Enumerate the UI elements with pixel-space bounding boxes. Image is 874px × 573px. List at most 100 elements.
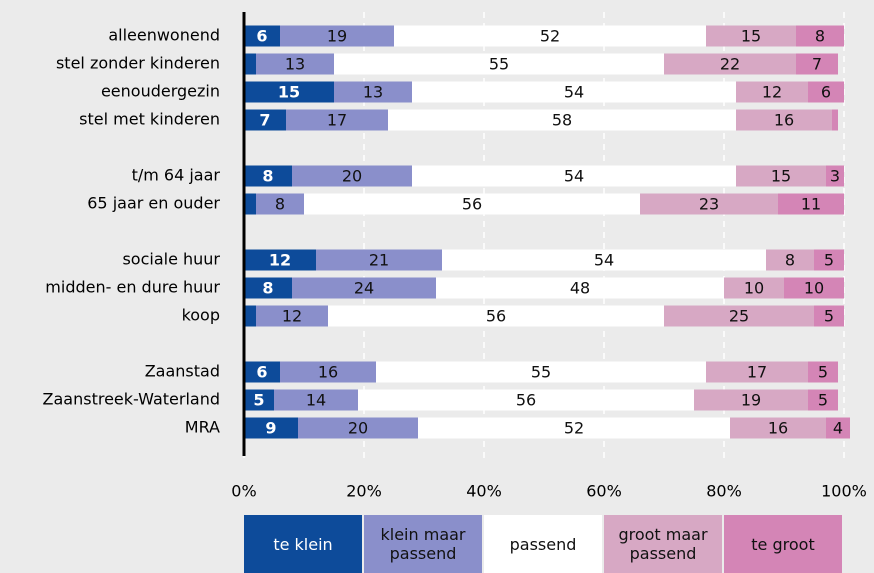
bar-segment bbox=[808, 81, 844, 103]
data-label: 15 bbox=[771, 167, 791, 186]
data-label: 17 bbox=[327, 111, 347, 130]
bar-segment bbox=[664, 53, 796, 75]
data-label: 54 bbox=[564, 83, 584, 102]
y-tick-label: stel zonder kinderen bbox=[56, 54, 220, 73]
bar-segment bbox=[292, 165, 412, 187]
bar-segment bbox=[706, 25, 796, 47]
data-label: 20 bbox=[348, 419, 368, 438]
data-label: 56 bbox=[516, 391, 536, 410]
data-label: 6 bbox=[256, 363, 267, 382]
bar-segment bbox=[778, 193, 844, 215]
y-tick-label: 65 jaar en ouder bbox=[87, 194, 220, 213]
y-tick-label: koop bbox=[182, 306, 220, 325]
bar-segment bbox=[256, 53, 334, 75]
data-label: 13 bbox=[363, 83, 383, 102]
chart: 0% 20% 40% 60% 80% 100%alleenwonend 6 19 52 15 8st… bbox=[43, 12, 867, 501]
x-tick-label: 80% bbox=[706, 482, 742, 501]
bar-segment bbox=[244, 193, 256, 215]
bar-segment bbox=[418, 417, 730, 439]
bar-segment bbox=[724, 277, 784, 299]
bar-segment bbox=[832, 109, 838, 131]
bar-segment bbox=[304, 193, 640, 215]
data-label: 54 bbox=[564, 167, 584, 186]
bar-segment bbox=[280, 25, 394, 47]
bar-segment bbox=[376, 361, 706, 383]
data-label: 16 bbox=[768, 419, 788, 438]
bar-segment bbox=[796, 25, 844, 47]
bar-segment bbox=[736, 81, 808, 103]
data-label: 12 bbox=[269, 251, 291, 270]
data-label: 7 bbox=[259, 111, 270, 130]
legend-entry: te groot bbox=[724, 515, 844, 573]
bar-segment bbox=[244, 249, 316, 271]
data-label: 8 bbox=[262, 279, 273, 298]
data-label: 8 bbox=[262, 167, 273, 186]
data-label: 16 bbox=[318, 363, 338, 382]
y-tick-label: midden- en dure huur bbox=[45, 278, 220, 297]
bar-segment bbox=[784, 277, 844, 299]
bar-segment bbox=[412, 165, 736, 187]
data-label: 21 bbox=[369, 251, 389, 270]
bar-segment bbox=[664, 305, 814, 327]
data-label: 12 bbox=[762, 83, 782, 102]
data-label: 58 bbox=[552, 111, 572, 130]
data-label: 25 bbox=[729, 307, 749, 326]
bar-segment bbox=[706, 361, 808, 383]
y-tick-label: alleenwonend bbox=[108, 26, 220, 45]
x-tick-label: 20% bbox=[346, 482, 382, 501]
bar-segment bbox=[256, 305, 328, 327]
y-tick-label: t/m 64 jaar bbox=[132, 166, 221, 185]
y-tick-label: eenoudergezin bbox=[101, 82, 220, 101]
bar-segment bbox=[736, 109, 832, 131]
bar-segment bbox=[826, 165, 844, 187]
legend: te klein klein maar passend passend groot m… bbox=[244, 515, 844, 573]
bar-segment bbox=[826, 417, 850, 439]
bar-segment bbox=[736, 165, 826, 187]
data-label: 48 bbox=[570, 279, 590, 298]
y-tick-label: stel met kinderen bbox=[79, 110, 220, 129]
bar-segment bbox=[766, 249, 814, 271]
data-label: 11 bbox=[801, 195, 821, 214]
data-label: 13 bbox=[285, 55, 305, 74]
data-label: 23 bbox=[699, 195, 719, 214]
y-tick-label: Zaanstreek-Waterland bbox=[43, 390, 220, 409]
bar-segment bbox=[244, 25, 280, 47]
data-label: 8 bbox=[815, 27, 825, 46]
data-label: 22 bbox=[720, 55, 740, 74]
data-label: 5 bbox=[818, 363, 828, 382]
bar-segment bbox=[694, 389, 808, 411]
legend-entry: groot maar passend bbox=[604, 515, 724, 573]
data-label: 24 bbox=[354, 279, 374, 298]
data-label: 10 bbox=[744, 279, 764, 298]
bar-segment bbox=[298, 417, 418, 439]
data-label: 16 bbox=[774, 111, 794, 130]
bar-segment bbox=[244, 109, 286, 131]
data-label: 5 bbox=[824, 307, 834, 326]
bar-segment bbox=[394, 25, 706, 47]
bar-segment bbox=[334, 53, 664, 75]
data-label: 14 bbox=[306, 391, 326, 410]
bar-segment bbox=[436, 277, 724, 299]
bar-segment bbox=[244, 277, 292, 299]
bar-segment bbox=[256, 193, 304, 215]
data-label: 55 bbox=[489, 55, 509, 74]
bar-segment bbox=[274, 389, 358, 411]
bar-segment bbox=[814, 305, 844, 327]
data-label: 56 bbox=[462, 195, 482, 214]
data-label: 20 bbox=[342, 167, 362, 186]
x-tick-label: 100% bbox=[821, 482, 867, 501]
bar-segment bbox=[388, 109, 736, 131]
bar-segment bbox=[286, 109, 388, 131]
bar-segment bbox=[808, 389, 838, 411]
legend-entry: passend bbox=[484, 515, 604, 573]
y-tick-label: MRA bbox=[185, 418, 220, 437]
data-label: 52 bbox=[564, 419, 584, 438]
bar-segment bbox=[316, 249, 442, 271]
data-label: 10 bbox=[804, 279, 824, 298]
x-tick-label: 60% bbox=[586, 482, 622, 501]
data-label: 7 bbox=[812, 55, 822, 74]
data-label: 19 bbox=[327, 27, 347, 46]
bar-segment bbox=[292, 277, 436, 299]
bar-segment bbox=[814, 249, 844, 271]
